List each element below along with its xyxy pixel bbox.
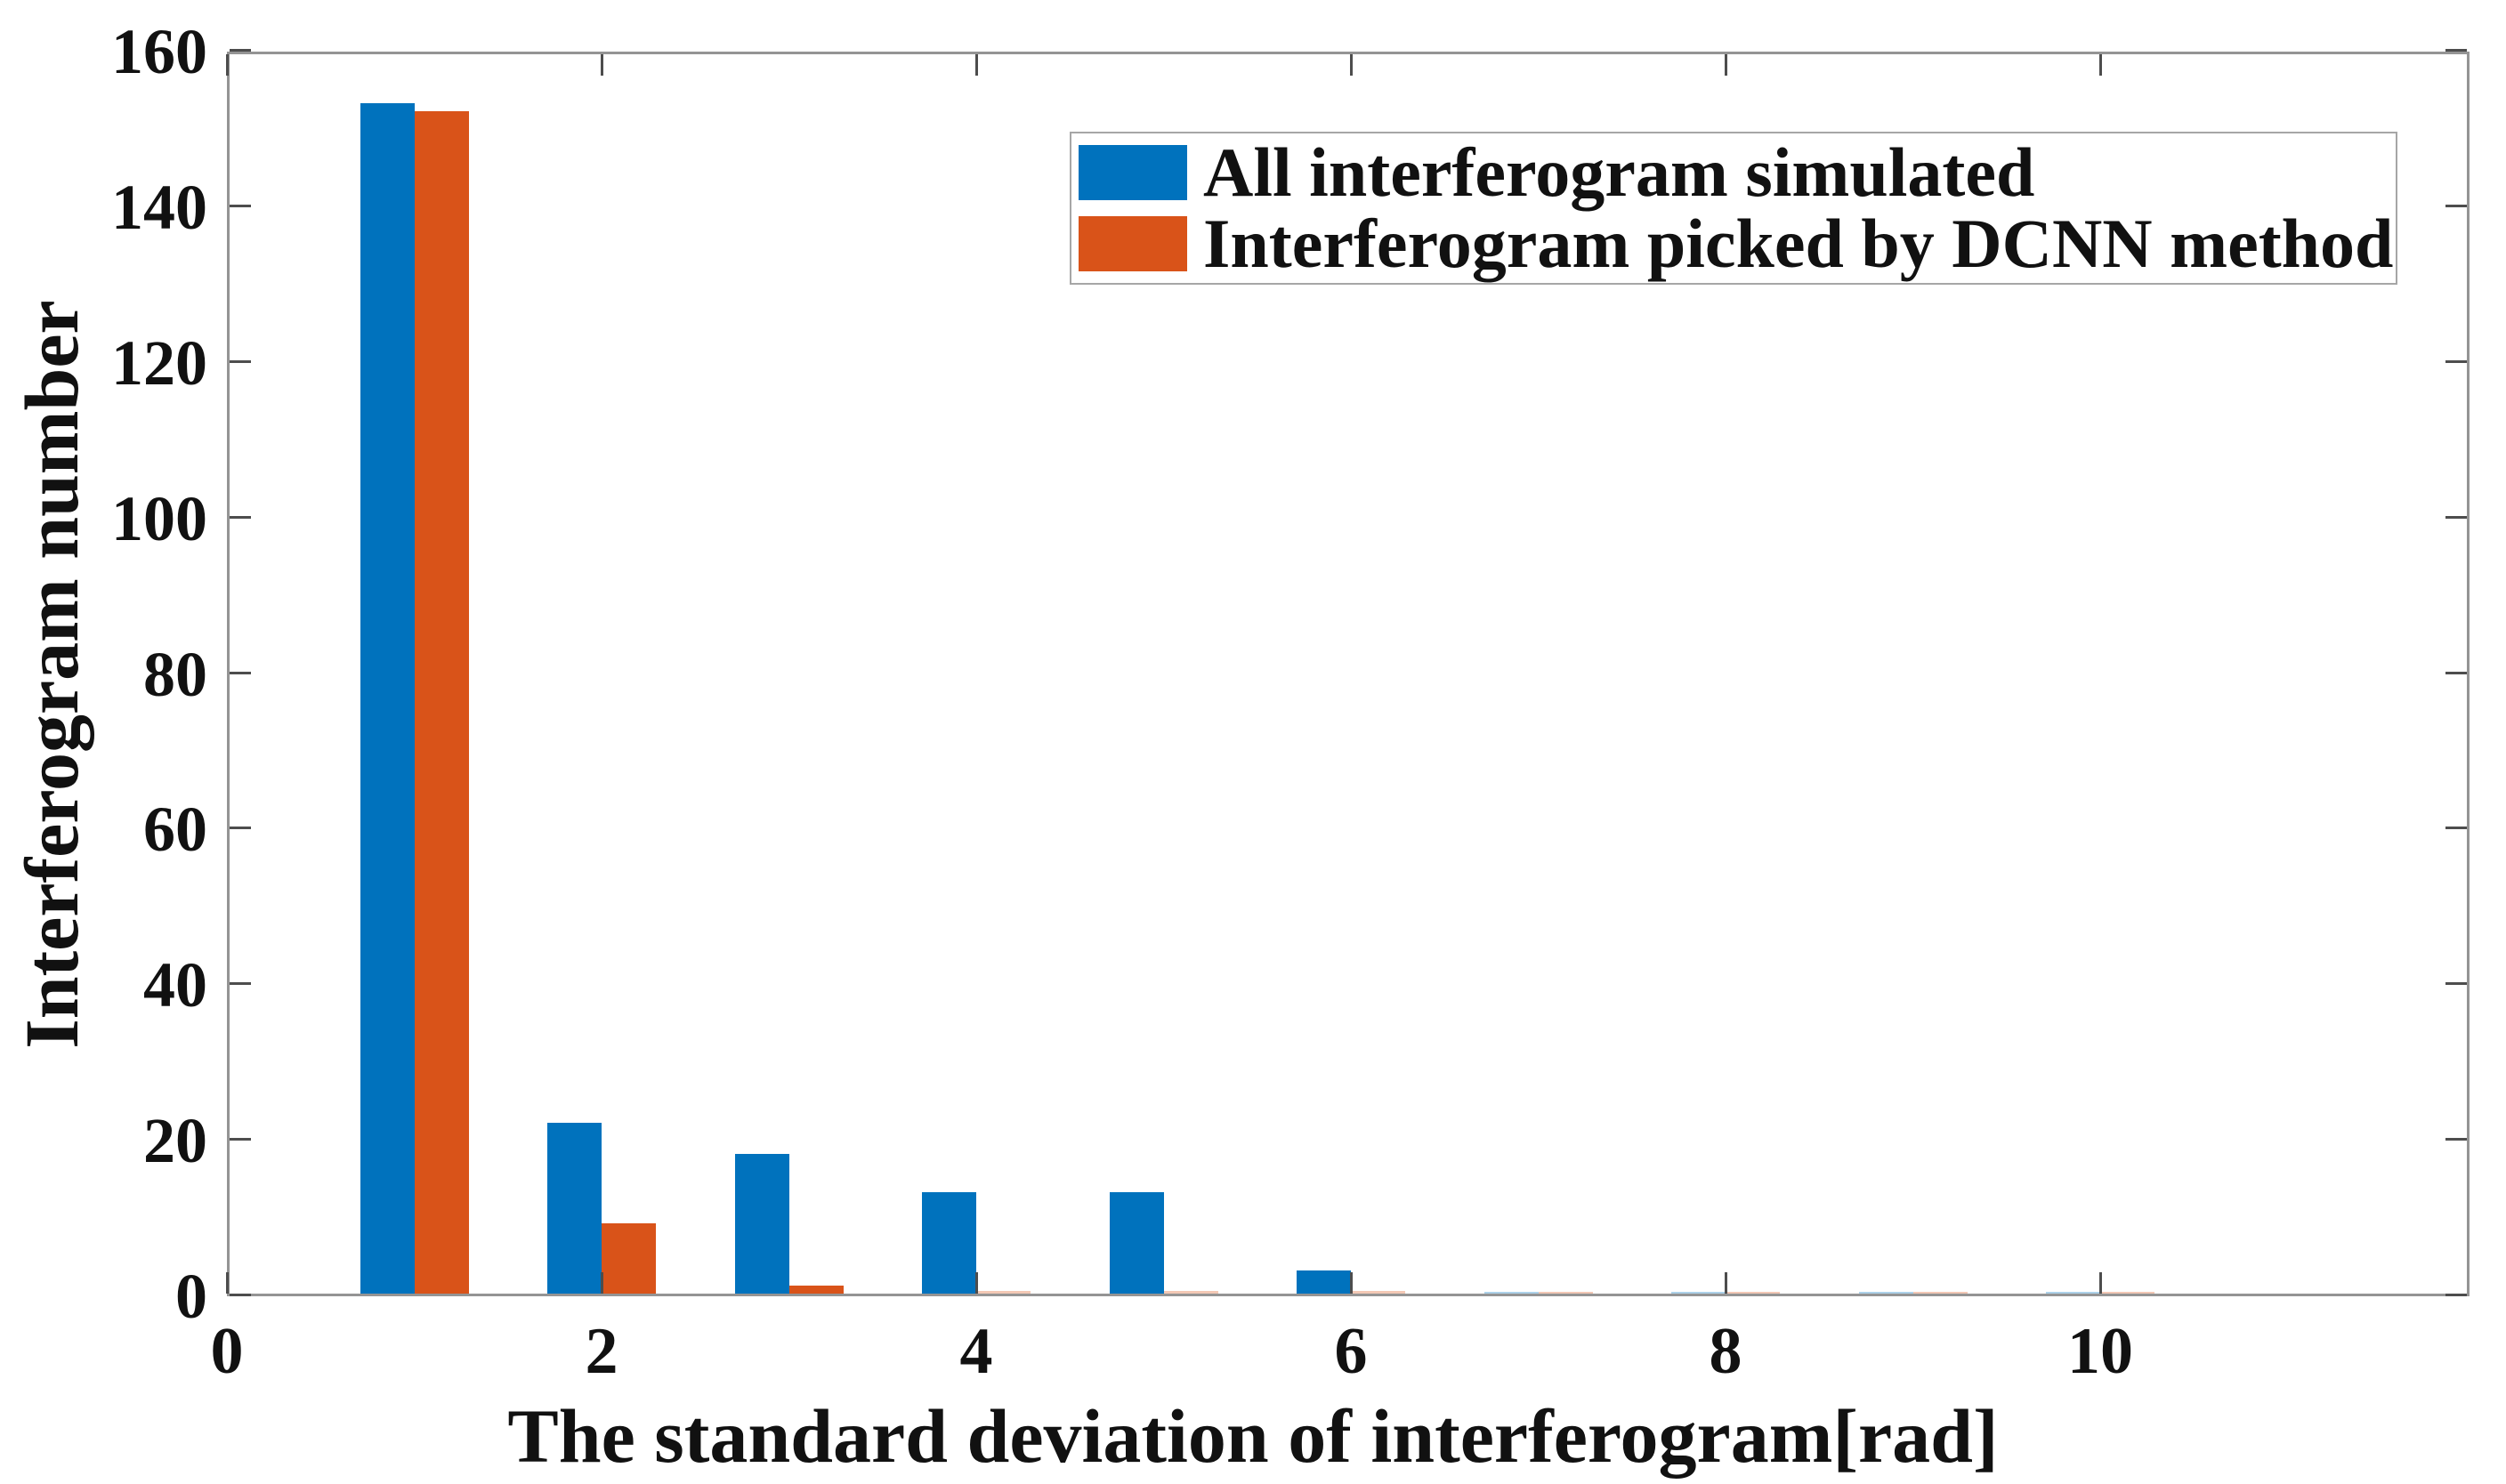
bar-dcnn-x10 — [2100, 1291, 2154, 1294]
y-tick-160 — [230, 49, 251, 52]
y-tick-120 — [230, 360, 251, 363]
x-tick-6 — [1350, 1272, 1353, 1294]
y-tick-label-40: 40 — [143, 949, 207, 1020]
x-tick-label-8: 8 — [1709, 1315, 1742, 1388]
bar-simulated-x4 — [922, 1192, 976, 1294]
y-tick-label-0: 0 — [175, 1261, 207, 1332]
y-tick-right-60 — [2445, 827, 2467, 829]
y-tick-80 — [230, 672, 251, 674]
y-tick-40 — [230, 982, 251, 985]
x-tick-8 — [1725, 1272, 1727, 1294]
y-tick-right-140 — [2445, 205, 2467, 207]
x-tick-top-4 — [975, 54, 978, 76]
y-axis-label: Interferogram number — [9, 300, 94, 1049]
x-axis-label: The standard deviation of interferogram[… — [507, 1393, 1999, 1479]
y-tick-right-160 — [2445, 49, 2467, 52]
x-tick-label-2: 2 — [585, 1315, 618, 1388]
x-tick-top-8 — [1725, 54, 1727, 76]
legend-item: Interferogram picked by DCNN method — [1079, 208, 2393, 279]
bar-simulated-x10 — [2046, 1291, 2100, 1294]
bar-dcnn-x8 — [1726, 1291, 1780, 1294]
y-tick-140 — [230, 205, 251, 207]
bar-simulated-x8 — [1671, 1291, 1726, 1294]
x-tick-top-2 — [601, 54, 603, 76]
legend-item: All interferogram simulated — [1079, 137, 2389, 208]
y-tick-right-20 — [2445, 1138, 2467, 1141]
bar-dcnn-x1 — [415, 111, 469, 1294]
y-tick-right-40 — [2445, 982, 2467, 985]
bar-dcnn-x6 — [1351, 1291, 1405, 1294]
blue-swatch — [1079, 145, 1187, 200]
bar-simulated-x3 — [735, 1153, 789, 1294]
y-tick-0 — [230, 1294, 251, 1296]
y-tick-label-120: 120 — [111, 327, 207, 399]
y-tick-label-100: 100 — [111, 483, 207, 554]
y-tick-right-100 — [2445, 516, 2467, 519]
x-tick-label-4: 4 — [959, 1315, 993, 1388]
bar-simulated-x1 — [360, 103, 415, 1294]
bar-simulated-x7 — [1484, 1291, 1539, 1294]
bar-dcnn-x9 — [1913, 1291, 1968, 1294]
y-tick-label-140: 140 — [111, 172, 207, 243]
bar-dcnn-x3 — [789, 1286, 844, 1294]
bar-simulated-x6 — [1297, 1270, 1351, 1294]
x-tick-top-6 — [1350, 54, 1353, 76]
x-tick-label-10: 10 — [2067, 1315, 2133, 1388]
bar-dcnn-x4 — [976, 1290, 1031, 1294]
bar-simulated-x9 — [1859, 1291, 1913, 1294]
x-tick-2 — [601, 1272, 603, 1294]
bar-dcnn-x2 — [602, 1223, 656, 1294]
x-tick-top-0 — [226, 54, 229, 76]
bar-simulated-x2 — [547, 1122, 602, 1294]
y-tick-right-0 — [2445, 1294, 2467, 1296]
x-tick-4 — [975, 1272, 978, 1294]
x-tick-top-10 — [2099, 54, 2102, 76]
legend-label: Interferogram picked by DCNN method — [1203, 205, 2394, 282]
x-tick-label-6: 6 — [1334, 1315, 1368, 1388]
y-tick-100 — [230, 516, 251, 519]
y-tick-label-160: 160 — [111, 16, 207, 87]
bar-simulated-x5 — [1110, 1192, 1164, 1294]
y-tick-label-60: 60 — [143, 794, 207, 865]
y-tick-right-80 — [2445, 672, 2467, 674]
bar-dcnn-x5 — [1164, 1290, 1218, 1294]
y-tick-label-80: 80 — [143, 639, 207, 710]
legend-label: All interferogram simulated — [1203, 133, 2035, 211]
x-tick-10 — [2099, 1272, 2102, 1294]
x-tick-0 — [226, 1272, 229, 1294]
legend: All interferogram simulated Interferogram… — [1070, 132, 2397, 285]
orange-swatch — [1079, 216, 1187, 271]
y-tick-20 — [230, 1138, 251, 1141]
y-tick-label-20: 20 — [143, 1105, 207, 1176]
y-tick-right-120 — [2445, 360, 2467, 363]
bar-dcnn-x7 — [1539, 1291, 1593, 1294]
x-tick-label-0: 0 — [210, 1315, 244, 1388]
y-tick-60 — [230, 827, 251, 829]
